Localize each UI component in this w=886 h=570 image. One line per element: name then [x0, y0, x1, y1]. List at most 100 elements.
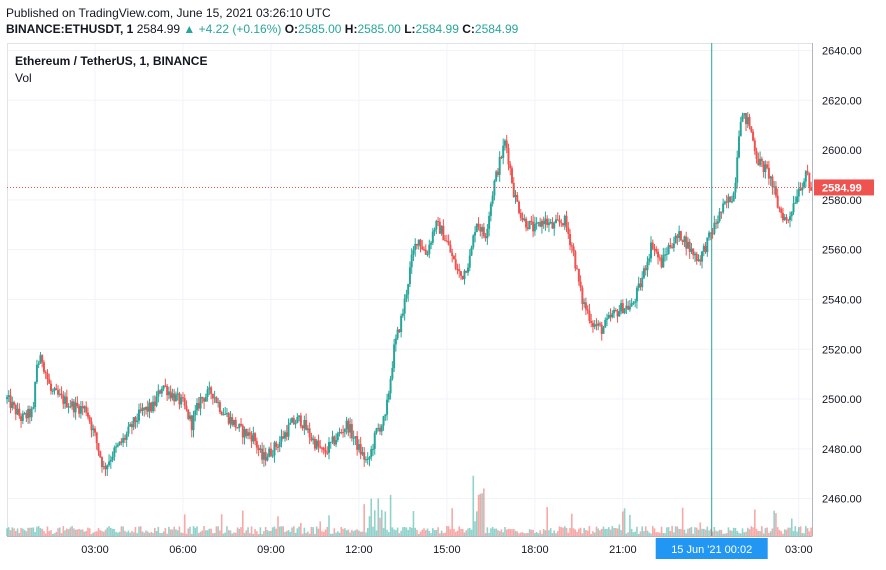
volume-bar	[502, 532, 504, 536]
candle-body	[299, 415, 302, 426]
candle-body	[125, 433, 128, 440]
volume-bar	[655, 532, 658, 536]
candle-body	[662, 254, 665, 268]
volume-bar	[326, 526, 329, 536]
volume-bar	[366, 528, 369, 536]
volume-bar	[578, 528, 580, 536]
volume-bar	[199, 531, 202, 536]
volume-bar	[593, 532, 596, 536]
candle-body	[781, 212, 784, 221]
volume-bar	[205, 530, 207, 536]
volume-bar	[775, 513, 777, 536]
volume-bar	[725, 533, 728, 536]
volume-bar	[380, 509, 383, 536]
volume-bar	[183, 514, 186, 536]
candle-body	[292, 418, 295, 425]
volume-bar	[402, 527, 404, 536]
candle-body	[461, 275, 464, 280]
candle-body	[535, 222, 538, 224]
volume-bar	[769, 531, 772, 536]
candle-body	[278, 441, 281, 448]
candle-body	[657, 251, 660, 258]
y-tick-label: 2640.00	[822, 45, 862, 57]
candle-body	[553, 222, 556, 229]
volume-bar	[599, 530, 601, 536]
candle-body	[400, 315, 403, 333]
candle-body	[118, 441, 121, 445]
candle-body	[730, 201, 733, 203]
volume-bar	[739, 533, 742, 536]
volume-bar	[507, 528, 510, 536]
candle-body	[185, 405, 188, 410]
candle-body	[394, 338, 397, 345]
volume-bar	[43, 531, 45, 536]
candle-body	[204, 396, 207, 402]
volume-bar	[773, 510, 775, 536]
volume-bar	[6, 528, 8, 536]
candle-body	[417, 239, 420, 246]
candle-body	[753, 140, 756, 152]
volume-bar	[416, 529, 418, 536]
legend-volume[interactable]: Vol	[15, 71, 32, 85]
candle-body	[746, 117, 749, 125]
y-tick-label: 2580.00	[822, 195, 862, 207]
candle-body	[653, 248, 656, 250]
volume-bar	[488, 532, 490, 536]
ohlc-header: BINANCE:ETHUSDT, 1 2584.99 ▲ +4.22 (+0.1…	[6, 21, 518, 37]
volume-bar	[351, 529, 353, 536]
candle-body	[81, 406, 84, 409]
candle-body	[440, 225, 443, 234]
candle-body	[39, 355, 42, 364]
volume-bar	[136, 533, 139, 536]
volume-bar	[329, 533, 332, 536]
volume-bar	[393, 529, 395, 536]
volume-bar	[477, 494, 480, 536]
candle-body	[510, 168, 513, 183]
volume-bar	[44, 533, 47, 536]
volume-bar	[125, 532, 128, 536]
volume-bar	[356, 529, 358, 536]
volume-bar	[500, 529, 503, 536]
candle-body	[90, 421, 93, 431]
volume-bar	[768, 533, 770, 536]
volume-bar	[592, 531, 594, 536]
legend-symbol[interactable]: Ethereum / TetherUS, 1, BINANCE	[15, 54, 208, 68]
volume-bar	[511, 529, 513, 536]
candle-body	[463, 270, 466, 280]
volume-bar	[122, 526, 124, 536]
volume-bar	[210, 528, 212, 536]
candle-body	[590, 320, 593, 323]
candle-body	[697, 259, 700, 261]
volume-bar	[409, 527, 411, 536]
volume-bar	[479, 493, 482, 536]
candle-body	[632, 302, 635, 304]
volume-bar	[117, 532, 119, 536]
candle-body	[217, 402, 220, 404]
candle-body	[322, 447, 325, 451]
candle-body	[23, 413, 26, 415]
volume-bar	[212, 533, 214, 536]
candle-body	[507, 148, 510, 165]
volume-bar	[465, 530, 468, 536]
candle-body	[159, 390, 162, 394]
candle-body	[693, 253, 696, 256]
volume-bar	[590, 533, 592, 536]
volume-bar	[534, 533, 536, 536]
candle-body	[648, 258, 651, 262]
volume-bar	[18, 532, 21, 536]
candle-body	[685, 236, 688, 249]
volume-bar	[169, 529, 172, 536]
high-value: 2585.00	[357, 22, 401, 36]
volume-bar	[240, 527, 242, 536]
candle-body	[715, 222, 718, 224]
volume-bar	[132, 532, 135, 536]
volume-bar	[620, 530, 622, 536]
candle-body	[797, 188, 800, 197]
x-tick-label: 03:00	[785, 544, 813, 556]
volume-bar	[152, 532, 154, 536]
candle-body	[467, 267, 470, 273]
volume-bar	[291, 527, 293, 536]
candle-body	[607, 315, 610, 319]
volume-bar	[379, 517, 381, 536]
